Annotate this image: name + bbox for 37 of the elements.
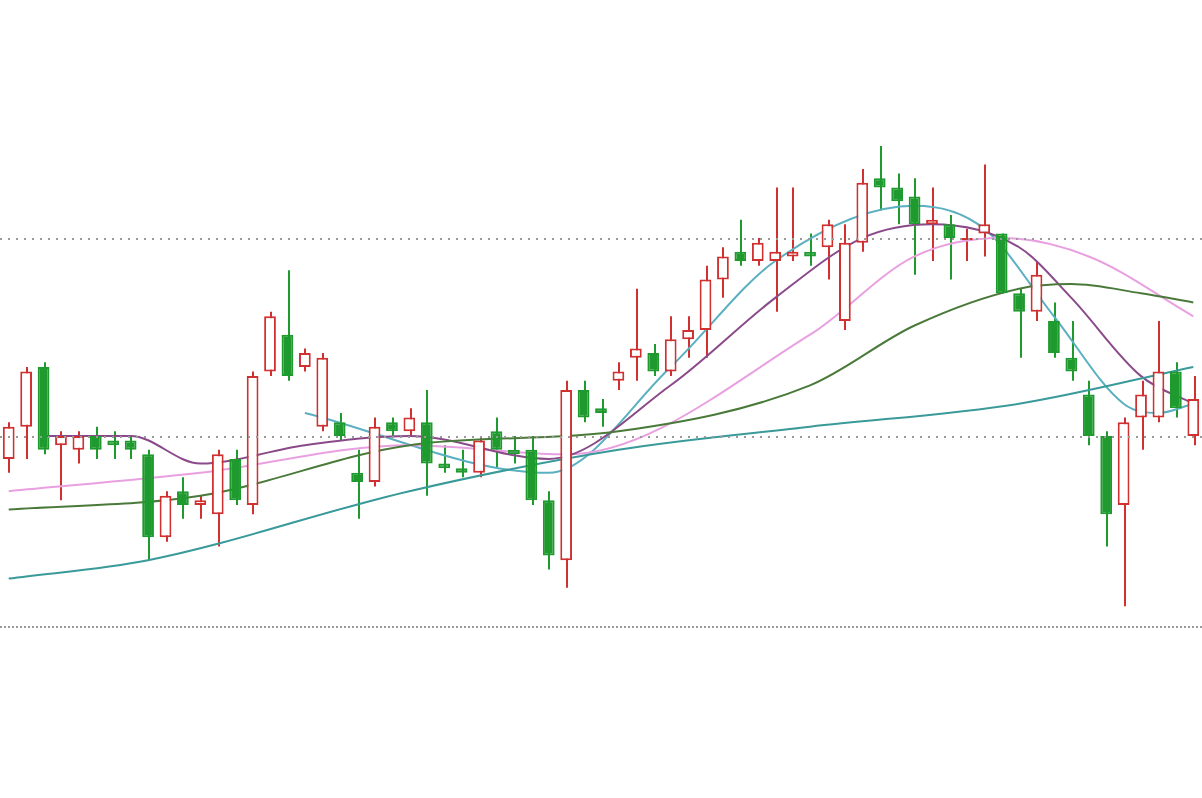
candlestick [1187, 375, 1200, 447]
candlestick [473, 434, 485, 479]
candlestick [403, 407, 416, 437]
candlestick [769, 186, 782, 313]
candlestick [1065, 319, 1078, 382]
candlestick [2, 421, 15, 474]
candlestick [734, 218, 747, 267]
candlestick [891, 172, 904, 226]
candlestick [525, 434, 538, 506]
candlestick [1013, 287, 1025, 359]
candlestick [978, 163, 991, 258]
candlestick [351, 448, 363, 520]
candlestick [943, 214, 956, 281]
candlestick [682, 315, 694, 359]
candlestick [629, 287, 642, 382]
candlestick [124, 434, 137, 460]
candlestick [1048, 301, 1060, 359]
candlestick [333, 411, 346, 442]
candlestick [177, 476, 189, 520]
candlestick [1169, 361, 1182, 419]
candlestick [490, 416, 503, 470]
candlestick [873, 145, 886, 212]
candlestick [717, 246, 729, 299]
candlestick [1152, 319, 1165, 424]
candlestick [577, 379, 590, 424]
candlestick [664, 315, 677, 378]
candlestick [1082, 379, 1095, 447]
candlestick [595, 398, 607, 428]
candlestick [699, 264, 712, 359]
candlestick [420, 388, 433, 497]
candlestick [229, 448, 242, 506]
candlestick [55, 430, 67, 502]
candlestick [386, 416, 398, 437]
candlestick [455, 448, 468, 479]
candlestick [1030, 260, 1043, 322]
candlestick [1135, 379, 1147, 451]
candlestick [194, 494, 207, 520]
